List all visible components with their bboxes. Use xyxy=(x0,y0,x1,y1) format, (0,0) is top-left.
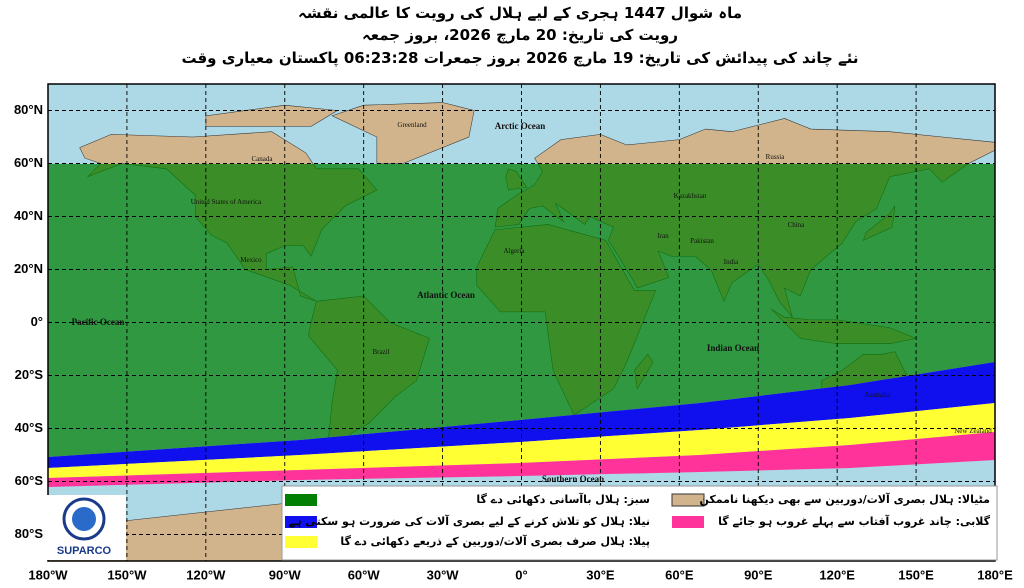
lat-tick-label: 60°S xyxy=(15,473,44,488)
legend-label: سبز: ہلال باآسانی دکھائی دے گا xyxy=(476,492,650,506)
lat-tick-label: 40°N xyxy=(14,208,43,223)
lon-tick-label: 120°E xyxy=(819,567,855,582)
ocean-label: Indian Ocean xyxy=(707,343,759,353)
place-label: China xyxy=(788,221,806,229)
legend-swatch xyxy=(285,516,317,528)
lat-tick-label: 40°S xyxy=(15,420,44,435)
lon-tick-label: 90°W xyxy=(269,567,302,582)
place-label: Kazakhstan xyxy=(674,192,707,200)
lat-tick-label: 80°S xyxy=(15,526,44,541)
logo-text: SUPARCO xyxy=(57,545,112,557)
place-label: Canada xyxy=(252,155,274,163)
lon-tick-label: 120°W xyxy=(186,567,226,582)
grid xyxy=(48,84,995,561)
place-label: Brazil xyxy=(372,348,389,356)
lon-tick-label: 180°W xyxy=(28,567,68,582)
lon-tick-label: 30°E xyxy=(586,567,615,582)
place-label: Greenland xyxy=(397,121,427,129)
legend-swatch xyxy=(671,493,705,507)
ocean-label: Arctic Ocean xyxy=(495,121,546,131)
title-line: نئے چاند کی پیدائش کی تاریخ: 19 مارچ 202… xyxy=(181,49,858,68)
place-label: Russia xyxy=(766,153,786,161)
legend-label: مٹیالا: ہلال بصری آلات/دوربین سے بھی دیک… xyxy=(699,492,990,506)
place-label: India xyxy=(724,258,739,266)
place-label: New Zealand xyxy=(954,427,992,435)
lon-tick-label: 150°W xyxy=(107,567,147,582)
lat-tick-label: 20°N xyxy=(14,261,43,276)
lat-tick-label: 0° xyxy=(31,314,43,329)
ocean-label: Pacific Ocean xyxy=(72,317,125,327)
lat-tick-label: 60°N xyxy=(14,155,43,170)
title-line: رویت کی تاریخ: 20 مارچ 2026، بروز جمعہ xyxy=(362,26,678,44)
lon-tick-label: 0° xyxy=(515,567,527,582)
lon-tick-label: 150°E xyxy=(898,567,934,582)
lat-tick-label: 80°N xyxy=(14,102,43,117)
lon-tick-label: 180°E xyxy=(977,567,1013,582)
legend-label: گلابی: چاند غروب آفتاب سے پہلے غروب ہو ج… xyxy=(718,514,990,528)
legend-swatch xyxy=(285,494,317,506)
lon-tick-label: 30°W xyxy=(427,567,460,582)
place-label: Iran xyxy=(657,232,669,240)
ocean-label: Southern Ocean xyxy=(542,474,604,484)
legend-label: پیلا: ہلال صرف بصری آلات/دوربین کے ذریعے… xyxy=(340,534,650,548)
lat-tick-label: 20°S xyxy=(15,367,44,382)
pink-zone xyxy=(48,432,995,487)
lon-tick-label: 90°E xyxy=(744,567,773,582)
map-frame xyxy=(47,83,996,562)
place-label: Mexico xyxy=(240,256,262,264)
legend-swatch xyxy=(285,536,317,548)
legend-label: نیلا: ہلال کو تلاش کرنے کے لیے بصری آلات… xyxy=(289,514,650,528)
lon-tick-label: 60°W xyxy=(348,567,381,582)
place-label: United States of America xyxy=(191,198,262,206)
place-label: Algeria xyxy=(504,247,526,255)
place-label: Australia xyxy=(864,391,891,399)
logo-emblem xyxy=(72,507,96,531)
yellow-zone xyxy=(48,403,995,478)
lon-tick-label: 60°E xyxy=(665,567,694,582)
ocean-label: Atlantic Ocean xyxy=(417,290,475,300)
place-label: Pakistan xyxy=(690,237,714,245)
title-line: ماہ شوال 1447 ہجری کے لیے ہلال کی رویت ک… xyxy=(298,4,742,22)
legend-swatch xyxy=(672,516,704,528)
legend-box xyxy=(281,485,998,561)
